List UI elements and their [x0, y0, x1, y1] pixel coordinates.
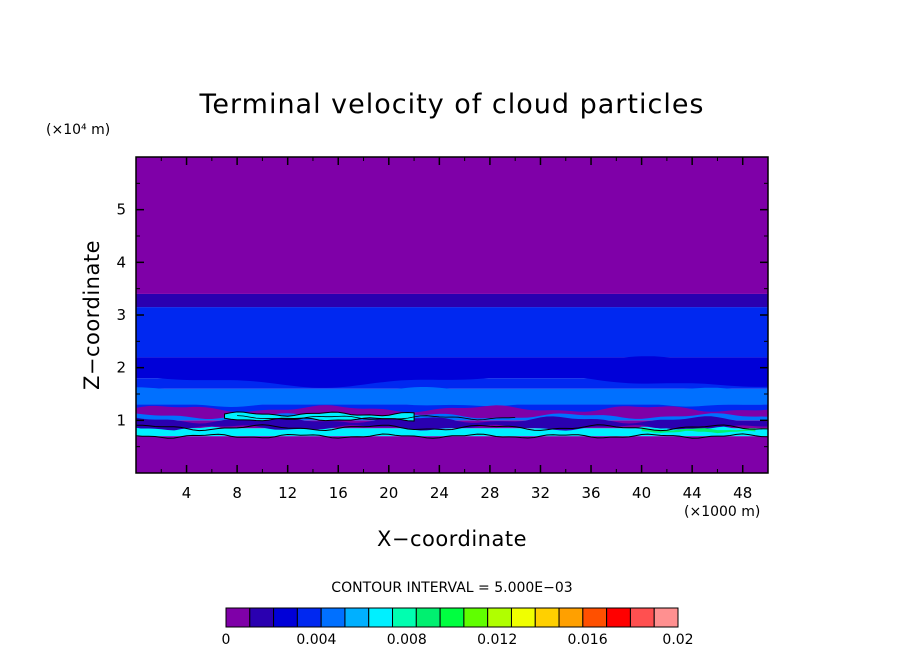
colorbar-swatch-14	[558, 607, 584, 628]
x-unit-label: (×1000 m)	[684, 504, 760, 520]
contour-blob-upper	[136, 356, 768, 388]
y-axis-label: Z−coordinate	[80, 240, 104, 390]
x-tick-label-5: 24	[430, 484, 449, 502]
y-axis-ticks: 1 2 3 4 5	[116, 182, 768, 448]
contour-interval-label: CONTOUR INTERVAL = 5.000E−03	[331, 580, 572, 596]
y-tick-label-2: 3	[116, 306, 126, 324]
colorbar-swatch-12	[510, 607, 536, 628]
colorbar-swatch-7	[392, 607, 417, 628]
colorbar-swatch-5	[344, 607, 370, 628]
x-tick-label-1: 8	[232, 484, 242, 502]
colorbar-swatch-0	[225, 607, 251, 628]
contour-blob-cyan-left-low	[136, 426, 263, 436]
x-tick-label-7: 32	[531, 484, 550, 502]
x-tick-label-8: 36	[581, 484, 600, 502]
colorbar-tick-label-3: 0.012	[477, 632, 517, 648]
x-tick-label-10: 44	[683, 484, 702, 502]
x-tick-label-0: 4	[182, 484, 192, 502]
y-tick-label-1: 2	[116, 359, 126, 377]
contour-band-9	[136, 293, 768, 308]
colorbar-swatch-8	[415, 607, 441, 628]
colorbar-tick-label-2: 0.008	[387, 632, 427, 648]
x-tick-label-3: 16	[329, 484, 348, 502]
y-tick-label-0: 1	[116, 411, 126, 429]
colorbar-tick-label-0: 0	[222, 632, 231, 648]
plot-area	[136, 157, 768, 473]
colorbar: 0 0.004 0.008 0.012 0.016 0.02	[222, 607, 694, 648]
contour-band-6	[136, 378, 768, 389]
contour-blob-mid	[136, 387, 768, 407]
colorbar-swatch-3	[296, 607, 322, 628]
contour-line-a	[136, 424, 768, 432]
colorbar-swatch-9	[439, 607, 465, 628]
x-axis-ticks: 4 8 12 16 20 24 28 32 36 40 44 48	[160, 157, 752, 502]
contour-band-8	[136, 307, 768, 358]
colorbar-tick-label-1: 0.004	[296, 632, 336, 648]
x-tick-label-9: 40	[632, 484, 651, 502]
colorbar-tick-label-4: 0.016	[568, 632, 608, 648]
contour-blob-green-right	[641, 428, 756, 434]
colorbar-swatch-13	[534, 607, 560, 628]
x-tick-label-11: 48	[733, 484, 752, 502]
contour-band-0	[136, 436, 768, 473]
contour-features	[136, 356, 768, 439]
y-tick-label-4: 5	[116, 201, 126, 219]
contour-band-3	[136, 412, 768, 421]
contour-band-10	[136, 157, 768, 294]
x-tick-label-4: 20	[379, 484, 398, 502]
colorbar-swatch-10	[463, 607, 489, 628]
contour-blob-purple-a	[136, 405, 768, 419]
contour-line-c	[237, 415, 516, 421]
colorbar-swatch-4	[320, 607, 346, 628]
colorbar-swatch-2	[273, 607, 298, 628]
contour-line-b	[136, 433, 768, 439]
colorbar-swatch-18	[653, 607, 679, 628]
colorbar-swatch-17	[629, 607, 655, 628]
colorbar-swatch-6	[368, 607, 394, 628]
x-tick-label-6: 28	[480, 484, 499, 502]
y-tick-label-3: 4	[116, 253, 126, 271]
colorbar-swatch-16	[606, 607, 631, 628]
chart-title: Terminal velocity of cloud particles	[199, 89, 705, 120]
x-axis-label: X−coordinate	[377, 527, 527, 551]
colorbar-tick-label-5: 0.02	[662, 632, 693, 648]
colorbar-swatch-15	[582, 607, 608, 628]
y-unit-label: (×10⁴ m)	[46, 122, 110, 138]
x-tick-label-2: 12	[278, 484, 297, 502]
contour-band-1	[136, 428, 768, 437]
colorbar-swatch-1	[249, 607, 275, 628]
colorbar-swatch-11	[487, 607, 512, 628]
